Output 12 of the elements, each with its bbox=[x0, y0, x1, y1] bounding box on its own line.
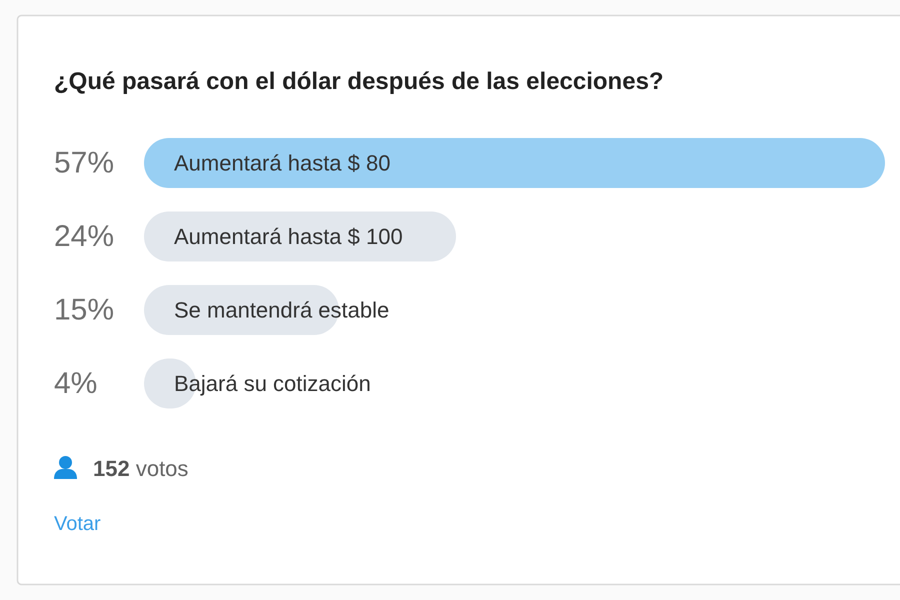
data-label: 24% bbox=[54, 220, 114, 253]
y-tick-label: Aumentará hasta $ 80 bbox=[174, 150, 390, 176]
chart-title: ¿Qué pasará con el dólar después de las elecciones? bbox=[54, 68, 664, 95]
text: Votar bbox=[54, 513, 102, 535]
data-label: 4% bbox=[54, 367, 98, 400]
data-label: 15% bbox=[54, 294, 114, 327]
bar bbox=[144, 138, 885, 188]
data-label: 57% bbox=[54, 146, 114, 180]
y-tick-label: Bajará su cotización bbox=[174, 371, 371, 396]
y-tick-label: Aumentará hasta $ 100 bbox=[174, 224, 403, 249]
text: 152 votos bbox=[93, 456, 188, 481]
y-tick-label: Se mantendrá estable bbox=[174, 298, 390, 323]
